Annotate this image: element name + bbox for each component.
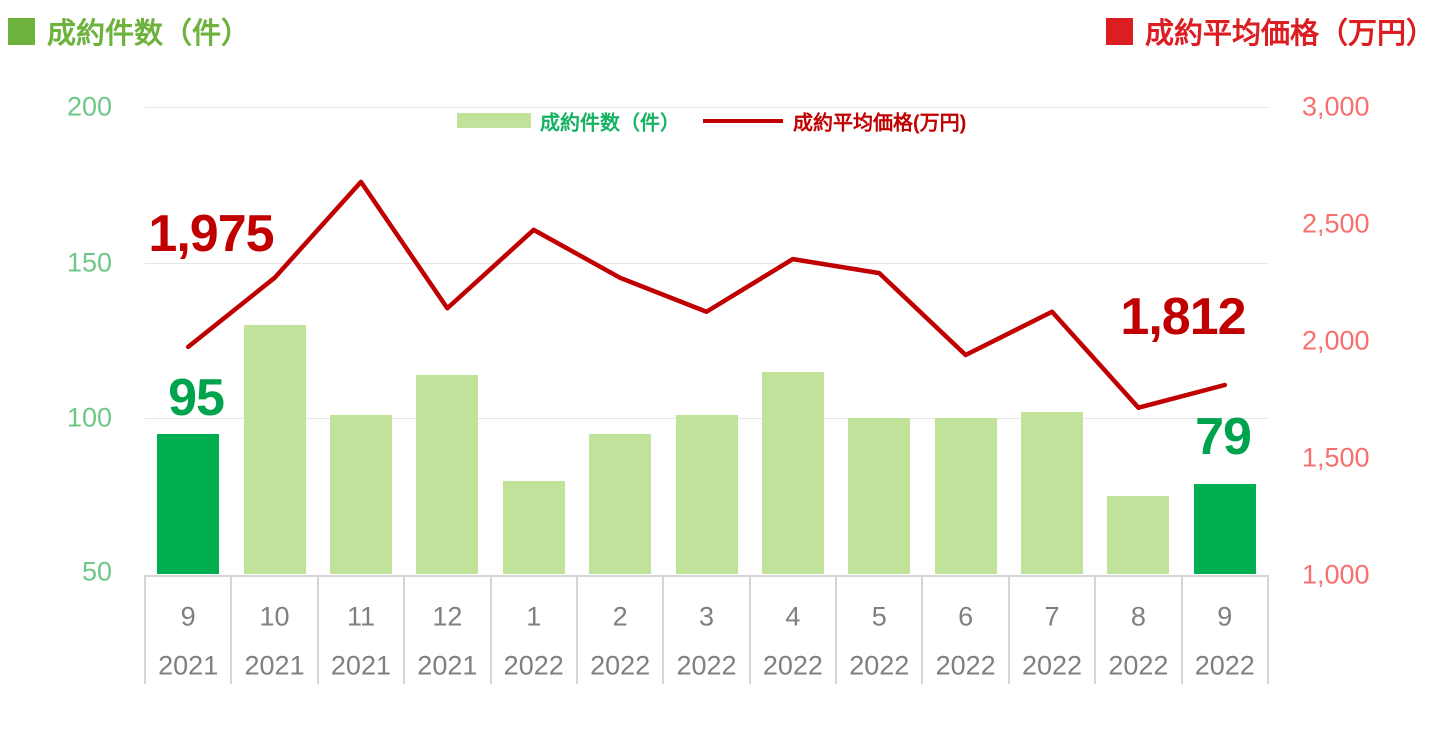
bar [1107,496,1170,574]
category-year-label: 2022 [935,650,996,681]
right-axis-tick-label: 2,000 [1302,325,1370,356]
bar [589,433,652,574]
left-axis-tick-label: 100 [66,402,112,433]
category-month-label: 11 [346,601,375,632]
table-column-border [835,575,838,684]
bar [848,418,911,574]
category-month-label: 12 [432,601,463,632]
data-label-bar-value: 79 [1195,408,1252,466]
bar [761,371,824,574]
table-column-border [144,575,146,684]
bar [416,374,479,574]
category-year-label: 2022 [590,650,651,681]
right-axis-tick-label: 2,500 [1302,208,1370,239]
green-square-icon [8,17,35,45]
category-month-label: 6 [958,601,974,632]
left-axis-tick-label: 200 [66,91,112,122]
category-month-label: 9 [1217,601,1233,632]
table-column-border [230,575,233,684]
table-column-border [403,575,406,684]
bar [934,418,997,574]
bar [157,433,220,574]
bar [1193,483,1256,574]
category-month-label: 10 [259,601,290,632]
category-month-label: 8 [1130,601,1146,632]
category-year-label: 2021 [330,650,391,681]
category-month-label: 3 [698,601,715,632]
category-year-label: 2022 [1108,650,1169,681]
category-month-label: 1 [526,601,542,632]
table-column-border [1007,575,1010,684]
legend-line-label: 成約平均価格(万円) [793,112,967,135]
category-year-label: 2022 [1021,650,1083,681]
category-year-label: 2022 [503,650,564,681]
legend-bar-label: 成約件数（件） [540,112,680,135]
category-month-label: 4 [785,601,801,632]
table-column-border [575,575,578,684]
legend-bar-swatch [457,113,531,128]
data-label-bar-value: 95 [168,369,225,427]
category-year-label: 2021 [244,650,305,681]
table-column-border [316,575,319,684]
table-top-border [144,575,1269,577]
table-column-border [748,575,751,684]
left-axis-tick-label: 150 [66,247,112,278]
table-column-border [662,575,665,684]
right-axis-title-text: 成約平均価格（万円） [1144,18,1435,50]
category-month-label: 9 [180,601,196,632]
left-axis-title: 成約件数（件） [8,10,250,52]
category-month-label: 5 [871,601,887,632]
gridline [145,262,1268,264]
gridline [145,107,1268,108]
right-axis-tick-label: 1,500 [1302,442,1370,473]
category-month-label: 2 [612,601,628,632]
left-axis-title-text: 成約件数（件） [47,18,251,50]
left-axis-tick-label: 50 [81,556,112,587]
table-column-border [489,575,492,684]
category-year-label: 2022 [1194,650,1255,681]
table-column-border [1267,575,1269,684]
price-line [185,179,1228,410]
bar [1021,412,1084,574]
category-year-label: 2022 [676,650,737,681]
bar [243,324,306,574]
right-axis-tick-label: 1,000 [1302,559,1370,590]
right-axis-title: 成約平均価格（万円） [1105,10,1435,52]
red-square-icon [1105,17,1133,45]
table-column-border [1180,575,1183,684]
right-axis-tick-label: 3,000 [1302,91,1370,122]
data-label-line-value: 1,975 [148,205,274,263]
bar [675,415,738,574]
table-column-border [921,575,924,684]
table-column-border [1094,575,1097,684]
legend-line-swatch [703,119,783,123]
category-month-label: 7 [1044,601,1060,632]
category-year-label: 2021 [417,650,478,681]
bar [329,415,392,574]
bar [502,480,565,574]
category-year-label: 2021 [158,650,219,681]
category-year-label: 2022 [849,650,910,681]
category-year-label: 2022 [762,650,823,681]
data-label-line-value: 1,812 [1120,288,1246,346]
